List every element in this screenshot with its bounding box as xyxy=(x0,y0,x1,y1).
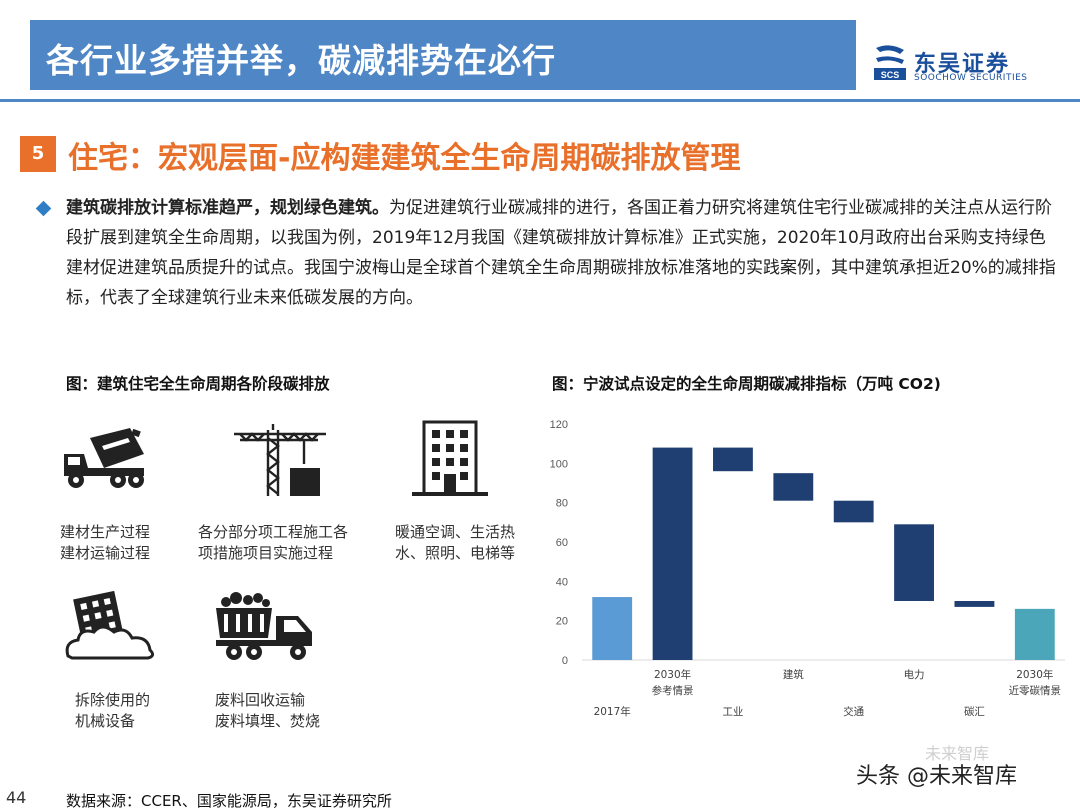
bar xyxy=(652,447,693,660)
stage-4-label: 拆除使用的 机械设备 xyxy=(75,691,151,730)
y-tick-label: 120 xyxy=(550,419,568,431)
stage-construction xyxy=(232,424,332,499)
dump-truck-icon xyxy=(216,592,312,660)
logo-chinese-name: 东吴证券 xyxy=(914,52,1011,77)
watermark-faint: 未来智库 xyxy=(925,744,990,763)
section-title: 住宅：宏观层面-应构建建筑全生命周期碳排放管理 xyxy=(68,141,741,176)
cement-truck-icon xyxy=(64,428,144,488)
bar xyxy=(713,447,753,472)
stage-waste-disposal xyxy=(212,590,322,665)
stage-demolition xyxy=(62,590,162,662)
bar xyxy=(894,524,934,601)
bar xyxy=(773,473,814,501)
stage-3-label: 暖通空调、生活热 水、照明、电梯等 xyxy=(395,523,516,562)
header-divider xyxy=(0,99,1080,102)
stage-material-production xyxy=(60,424,150,494)
x-tick-label: 交通 xyxy=(843,705,864,718)
x-tick-label: 2030年 xyxy=(1016,668,1053,681)
paragraph-text: 为促进建筑行业碳减排的进行，各国正着力研究将建筑住宅行业碳减排的关注点从运行阶段… xyxy=(66,198,1056,308)
y-tick-label: 60 xyxy=(556,537,568,549)
y-tick-label: 100 xyxy=(550,458,568,470)
y-tick-label: 20 xyxy=(556,616,568,628)
tower-crane-icon xyxy=(234,424,326,496)
page-title: 各行业多措并举，碳减排势在必行 xyxy=(46,41,556,80)
logo-english-name: SOOCHOW SECURITIES xyxy=(914,73,1028,83)
diamond-bullet-icon xyxy=(35,200,52,217)
bar xyxy=(833,500,874,523)
stage-2-label: 各分部分项工程施工各 项措施项目实施过程 xyxy=(198,523,349,562)
x-tick-label: 2017年 xyxy=(594,705,631,718)
building-icon xyxy=(412,420,488,496)
waterfall-chart: 0 20 40 60 80 100 120 2017年 2030年参考情景工业 建筑交通 电力碳汇 2… xyxy=(540,400,1080,730)
body-paragraph: 建筑碳排放计算标准趋严，规划绿色建筑。为促进建筑行业碳减排的进行，各国正着力研究… xyxy=(66,193,1056,313)
demolition-icon xyxy=(65,590,155,660)
watermark: 头条 @未来智库 xyxy=(856,764,1017,789)
bar xyxy=(592,597,633,660)
stage-operation xyxy=(410,418,490,498)
right-figure-caption: 图：宁波试点设定的全生命周期碳减排指标（万吨 CO2) xyxy=(552,375,941,393)
data-source: 数据来源：CCER、国家能源局，东吴证券研究所 xyxy=(66,792,392,810)
logo-mark-text: SCS xyxy=(881,70,900,80)
x-tick-label: 建筑 xyxy=(783,668,804,681)
section-number-badge: 5 xyxy=(20,136,56,172)
y-tick-label: 40 xyxy=(556,576,568,588)
x-tick-label: 工业 xyxy=(722,706,743,718)
page-number: 44 xyxy=(6,788,27,807)
x-tick-label: 碳汇 xyxy=(964,705,985,718)
x-tick-label: 电力 xyxy=(904,668,925,681)
company-logo: SCS 东吴证券 SOOCHOW SECURITIES xyxy=(872,44,1052,86)
left-figure-caption: 图：建筑住宅全生命周期各阶段碳排放 xyxy=(66,375,330,393)
x-tick-label: 参考情景 xyxy=(652,684,694,697)
soochow-logo-icon: SCS xyxy=(874,45,906,80)
header-bar xyxy=(30,20,856,90)
y-tick-label: 80 xyxy=(556,498,568,510)
stage-5-label: 废料回收运输 废料填埋、焚烧 xyxy=(215,691,321,730)
x-tick-label: 2030年 xyxy=(654,668,691,681)
paragraph-lead: 建筑碳排放计算标准趋严，规划绿色建筑。 xyxy=(66,198,389,218)
bar xyxy=(1014,608,1055,660)
stage-1-label: 建材生产过程 建材运输过程 xyxy=(60,523,151,562)
bar xyxy=(954,601,995,607)
x-tick-label: 近零碳情景 xyxy=(1009,684,1062,697)
y-tick-label: 0 xyxy=(562,655,568,667)
